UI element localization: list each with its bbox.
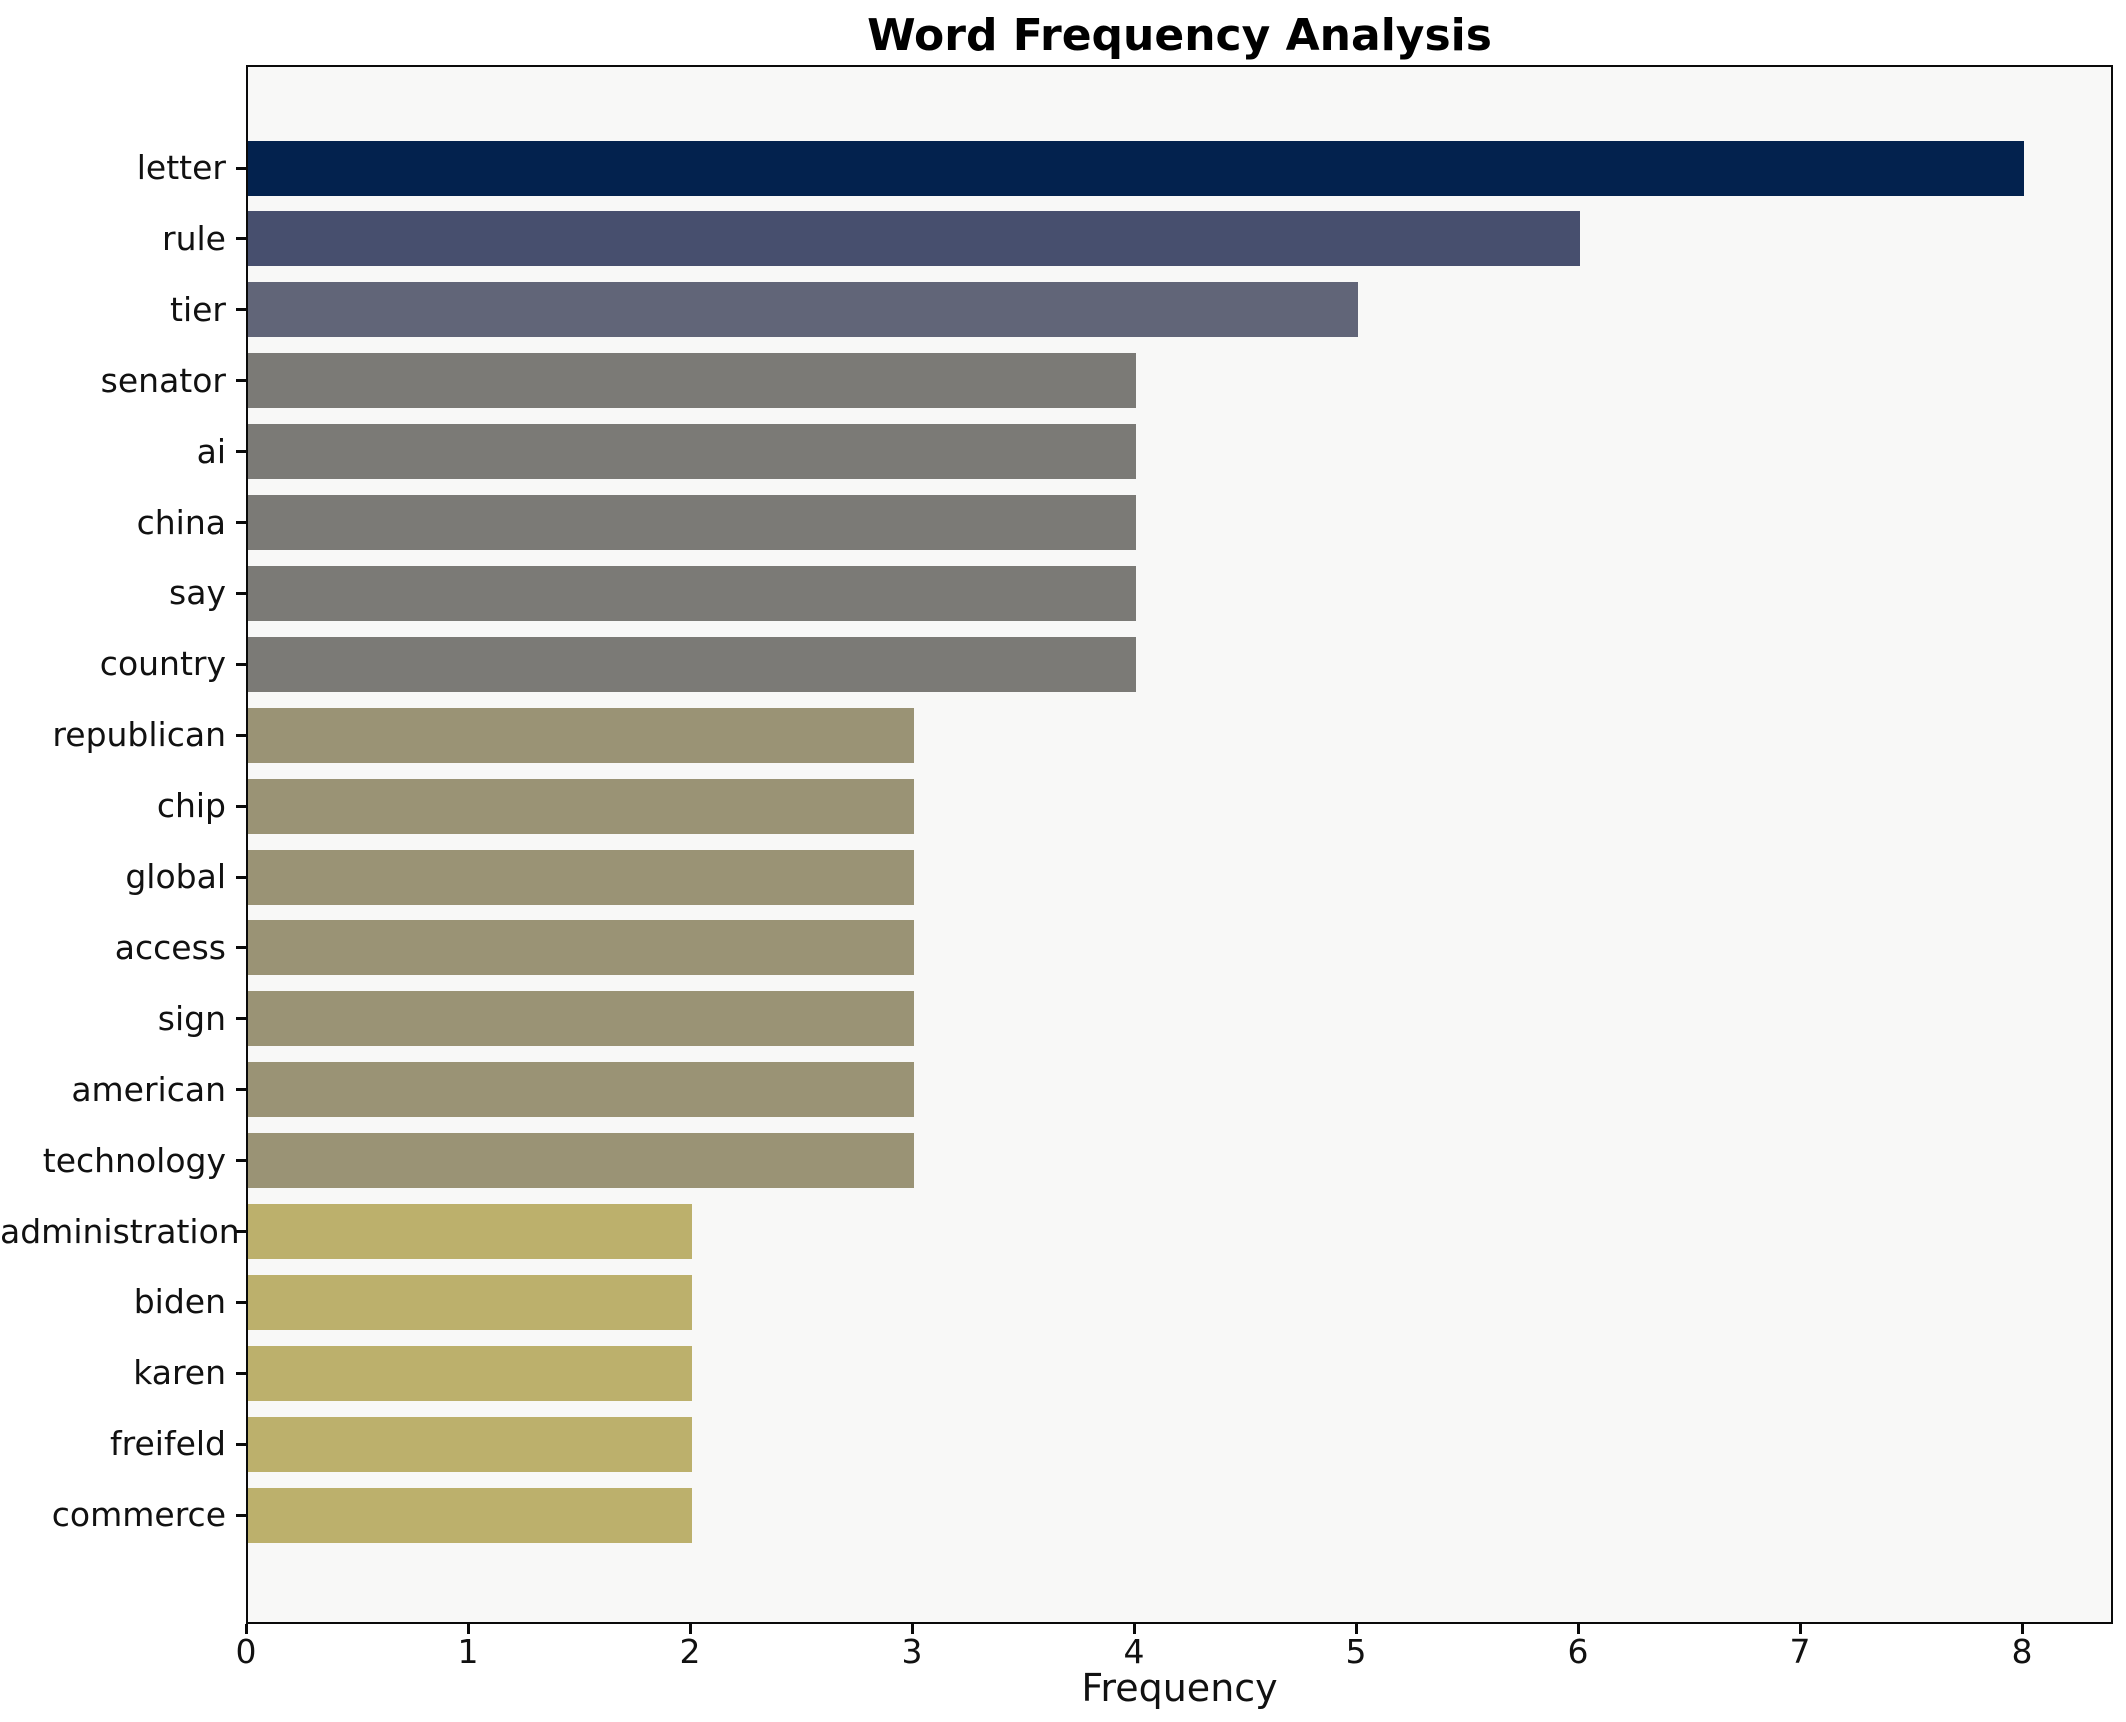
y-tick-label-tier: tier <box>170 289 226 329</box>
y-tick-label-country: country <box>99 644 226 684</box>
y-tick-label-biden: biden <box>133 1282 226 1322</box>
bar-administration <box>248 1204 692 1259</box>
bar-american <box>248 1062 914 1118</box>
x-tick-mark <box>1576 1624 1580 1634</box>
bar-access <box>248 920 914 976</box>
x-tick-label-8: 8 <box>2011 1632 2033 1671</box>
y-tick-mark <box>236 733 246 737</box>
bar-karen <box>248 1345 692 1401</box>
x-tick-mark <box>244 1624 248 1634</box>
bar-rule <box>248 211 1580 267</box>
y-tick-mark <box>236 591 246 595</box>
y-tick-label-technology: technology <box>42 1140 226 1180</box>
y-tick-label-senator: senator <box>100 360 226 400</box>
y-tick-label-american: american <box>71 1069 226 1109</box>
y-tick-label-access: access <box>114 927 226 967</box>
x-tick-label-4: 4 <box>1123 1632 1145 1671</box>
y-tick-label-administration: administration <box>0 1211 240 1251</box>
x-tick-label-1: 1 <box>457 1632 479 1671</box>
y-tick-mark <box>236 450 246 454</box>
y-tick-mark <box>236 1300 246 1304</box>
y-tick-mark <box>236 166 246 170</box>
y-tick-mark <box>236 1442 246 1446</box>
y-tick-label-rule: rule <box>162 218 226 258</box>
y-tick-mark <box>236 946 246 950</box>
y-tick-mark <box>236 1017 246 1021</box>
y-tick-mark <box>236 1088 246 1092</box>
x-tick-mark <box>1798 1624 1802 1634</box>
x-tick-mark <box>910 1624 914 1634</box>
bar-chip <box>248 778 914 834</box>
x-tick-mark <box>466 1624 470 1634</box>
plot-area <box>246 65 2113 1624</box>
y-tick-mark <box>236 237 246 241</box>
bar-sign <box>248 991 914 1047</box>
y-tick-mark <box>236 379 246 383</box>
y-tick-label-sign: sign <box>157 998 226 1038</box>
bar-freifeld <box>248 1416 692 1472</box>
y-tick-mark <box>236 1513 246 1517</box>
x-tick-label-5: 5 <box>1345 1632 1367 1671</box>
x-tick-mark <box>1132 1624 1136 1634</box>
bar-country <box>248 636 1136 692</box>
bar-say <box>248 565 1136 621</box>
y-tick-mark <box>236 662 246 666</box>
x-tick-label-6: 6 <box>1567 1632 1589 1671</box>
chart-title: Word Frequency Analysis <box>867 10 1492 61</box>
y-tick-label-global: global <box>125 857 226 896</box>
y-tick-mark <box>236 875 246 879</box>
x-tick-label-2: 2 <box>679 1632 701 1671</box>
y-tick-label-say: say <box>169 573 226 613</box>
y-tick-label-freifeld: freifeld <box>110 1424 226 1464</box>
y-tick-label-republican: republican <box>52 715 226 755</box>
y-tick-mark <box>236 1371 246 1375</box>
bar-republican <box>248 707 914 763</box>
bar-technology <box>248 1133 914 1189</box>
x-axis-title: Frequency <box>1081 1666 1278 1710</box>
x-tick-mark <box>1354 1624 1358 1634</box>
y-tick-label-ai: ai <box>196 431 226 471</box>
bar-ai <box>248 424 1136 480</box>
x-tick-mark <box>688 1624 692 1634</box>
x-tick-mark <box>2020 1624 2024 1634</box>
y-tick-label-letter: letter <box>136 148 226 187</box>
y-tick-label-karen: karen <box>133 1353 226 1393</box>
y-tick-mark <box>236 308 246 312</box>
y-tick-mark <box>236 1159 246 1163</box>
y-tick-mark <box>236 521 246 524</box>
x-tick-label-7: 7 <box>1789 1632 1811 1671</box>
y-tick-label-chip: chip <box>156 786 226 826</box>
y-tick-mark <box>236 804 246 808</box>
bar-senator <box>248 353 1136 409</box>
x-tick-label-3: 3 <box>901 1632 923 1671</box>
y-tick-label-china: china <box>136 502 226 542</box>
bar-biden <box>248 1274 692 1330</box>
bar-commerce <box>248 1487 692 1543</box>
bar-china <box>248 495 1136 550</box>
bar-letter <box>248 140 2024 196</box>
bar-global <box>248 849 914 905</box>
y-tick-mark <box>236 1230 246 1233</box>
x-tick-label-0: 0 <box>235 1632 257 1671</box>
bar-tier <box>248 282 1358 338</box>
y-tick-label-commerce: commerce <box>51 1495 226 1535</box>
